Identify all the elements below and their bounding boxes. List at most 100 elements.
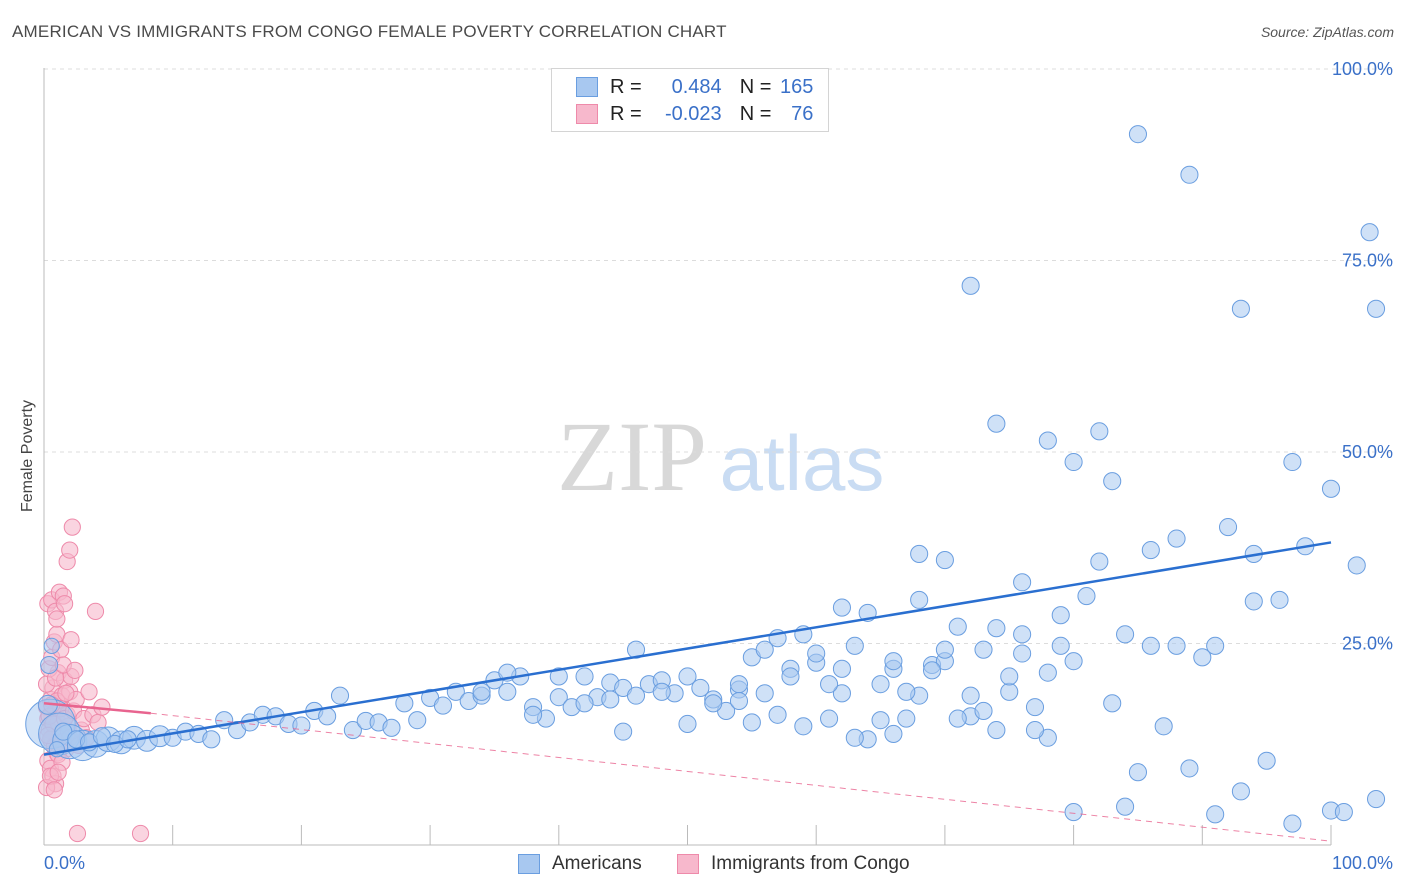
american-point	[1128, 125, 1147, 144]
legend-n-value: 165	[780, 75, 814, 98]
american-point	[910, 590, 929, 609]
american-point	[974, 640, 993, 659]
congo-point	[131, 824, 150, 843]
american-point	[43, 637, 60, 654]
american-point	[704, 694, 723, 713]
american-point	[1038, 431, 1057, 450]
legend-row-americans: R = 0.484 N = 165	[576, 75, 813, 99]
american-point	[1013, 625, 1032, 644]
american-point	[1244, 592, 1263, 611]
legend-n-label: N =	[739, 102, 772, 125]
american-point	[1167, 636, 1186, 655]
american-point	[472, 682, 491, 701]
american-point	[1038, 663, 1057, 682]
american-point	[948, 617, 967, 636]
american-point	[897, 682, 916, 701]
american-points	[25, 125, 1386, 833]
american-point	[1064, 652, 1083, 671]
trend-lines	[43, 541, 1332, 842]
y-tick-label: 100.0%	[1332, 59, 1393, 79]
american-point	[922, 661, 942, 680]
congo-point	[49, 763, 67, 781]
american-point	[961, 276, 980, 295]
americans-swatch	[576, 77, 598, 97]
legend-r-label: R =	[610, 102, 642, 125]
american-point	[1090, 422, 1109, 441]
watermark-atlas: atlas	[720, 419, 885, 507]
american-point	[1000, 682, 1019, 701]
american-point	[755, 684, 774, 703]
american-point	[1231, 299, 1250, 318]
american-point	[1103, 472, 1122, 491]
american-point	[1013, 644, 1032, 663]
american-point	[807, 644, 826, 663]
congo-point	[68, 824, 87, 843]
american-point	[1051, 606, 1070, 625]
american-point	[575, 694, 594, 713]
american-point	[1334, 803, 1353, 822]
american-point	[1180, 759, 1199, 778]
y-tick-label: 50.0%	[1342, 442, 1393, 462]
american-point	[832, 598, 851, 617]
american-point	[755, 640, 774, 659]
american-point	[1141, 636, 1160, 655]
american-point	[408, 711, 427, 730]
american-point	[549, 667, 568, 686]
x-tick-label: 100.0%	[1332, 853, 1393, 873]
american-point	[794, 717, 813, 736]
congo-point	[61, 541, 79, 559]
american-point	[1366, 299, 1386, 318]
congo-point	[66, 661, 84, 679]
american-point	[1167, 529, 1186, 548]
american-point	[820, 675, 839, 694]
american-point	[729, 691, 749, 711]
american-point	[897, 709, 916, 728]
american-point	[987, 721, 1006, 740]
american-point	[1013, 573, 1032, 592]
american-point	[678, 714, 697, 734]
american-point	[1283, 452, 1302, 472]
american-point	[601, 690, 620, 709]
american-point	[1064, 803, 1083, 822]
american-point	[1141, 541, 1160, 560]
congo-swatch	[576, 104, 598, 124]
american-point	[330, 686, 350, 705]
american-point	[202, 730, 221, 749]
american-point	[832, 684, 851, 703]
american-point	[549, 688, 568, 707]
american-point	[1128, 763, 1147, 782]
american-point	[40, 655, 59, 675]
american-point	[1154, 717, 1173, 736]
congo-trend-line-extended	[150, 712, 1332, 842]
legend-r-value: 0.484	[671, 75, 722, 98]
american-point	[871, 711, 890, 730]
american-point	[729, 675, 749, 694]
american-point	[1360, 223, 1379, 242]
american-point	[1025, 721, 1045, 740]
americans-legend-swatch	[518, 854, 540, 874]
american-point	[1257, 751, 1276, 770]
legend-r-label: R =	[610, 75, 642, 98]
congo-legend-swatch	[677, 854, 699, 874]
american-point	[433, 696, 453, 715]
american-point	[1283, 814, 1302, 833]
american-point	[382, 718, 401, 737]
congo-point	[55, 595, 74, 613]
american-point	[1116, 625, 1135, 644]
american-point	[910, 544, 929, 563]
american-point	[292, 716, 311, 735]
american-point	[1206, 805, 1225, 824]
american-point	[768, 705, 787, 724]
american-point	[961, 686, 980, 705]
congo-point	[80, 683, 98, 701]
americans-legend-label: Americans	[552, 853, 642, 874]
american-point	[871, 675, 890, 694]
american-point	[1180, 165, 1199, 184]
american-point	[742, 713, 761, 732]
american-point	[1064, 452, 1083, 472]
congo-point	[45, 781, 63, 799]
american-point	[1090, 552, 1109, 571]
american-point	[318, 707, 337, 726]
american-point	[626, 686, 646, 705]
